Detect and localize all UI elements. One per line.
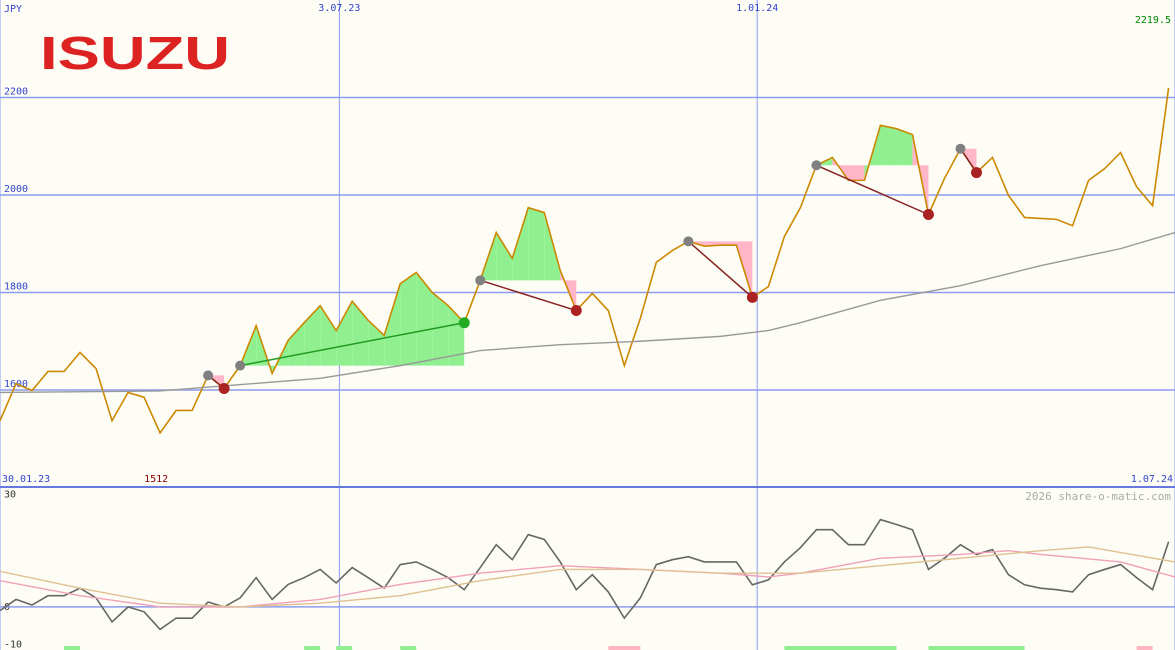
- y-axis-label: JPY: [4, 4, 22, 15]
- signal-bar: [304, 646, 321, 650]
- signal-bar: [64, 646, 81, 650]
- y-tick-label: -10: [4, 639, 22, 650]
- signal-bar: [400, 646, 417, 650]
- signal-fill: [400, 272, 417, 366]
- signal-line: [816, 164, 929, 216]
- signal-start: [235, 360, 246, 371]
- signal-fill: [288, 322, 305, 366]
- x-tick-label: 30.01.23: [2, 474, 50, 485]
- signal-bar: [336, 646, 353, 650]
- x-tick-label: 1.01.24: [736, 3, 778, 14]
- y-tick-label: 2000: [4, 184, 28, 195]
- signal-bar: [784, 646, 897, 650]
- signal-fill: [896, 128, 913, 166]
- y-tick-label: 2200: [4, 87, 28, 98]
- signal-end: [922, 209, 934, 220]
- logo: ISUZU: [40, 27, 230, 79]
- signal-end: [970, 167, 982, 179]
- signal-fill: [352, 301, 369, 366]
- signal-fill: [416, 272, 433, 366]
- y-tick-label: 30: [4, 489, 16, 500]
- signal-end: [746, 291, 758, 303]
- signal-end: [570, 305, 582, 317]
- signal-fill: [720, 241, 737, 246]
- watermark: 2026 share-o-matic.com: [1025, 490, 1171, 503]
- signal-end: [458, 317, 470, 329]
- signal-line: [239, 321, 465, 367]
- signal-bar: [928, 646, 1025, 650]
- x-tick-label: 1.07.24: [1131, 474, 1173, 485]
- signal-fill: [432, 292, 449, 366]
- signal-fill: [528, 207, 545, 281]
- signal-fill: [320, 305, 337, 366]
- signal-start: [203, 370, 214, 381]
- signal-fill: [496, 232, 513, 281]
- signal-start: [811, 160, 822, 171]
- last-price: 2219.5: [1135, 15, 1171, 26]
- low-price: 1512: [144, 474, 168, 485]
- y-tick-label: 1800: [4, 282, 28, 293]
- signal-line: [480, 279, 577, 312]
- signal-end: [218, 383, 230, 395]
- price-line: [0, 231, 1175, 394]
- signal-start: [475, 275, 486, 286]
- signal-bar: [608, 646, 641, 650]
- signal-fill: [848, 165, 865, 181]
- signal-fill: [512, 207, 529, 281]
- signal-start: [683, 236, 694, 247]
- signal-fill: [384, 283, 401, 366]
- signal-start: [955, 143, 966, 154]
- x-tick-label: 3.07.23: [318, 3, 360, 14]
- signal-fill: [336, 301, 353, 366]
- signal-fill: [880, 125, 897, 166]
- price-line: [0, 546, 1175, 608]
- signal-bar: [1136, 646, 1153, 650]
- signal-line: [687, 240, 753, 298]
